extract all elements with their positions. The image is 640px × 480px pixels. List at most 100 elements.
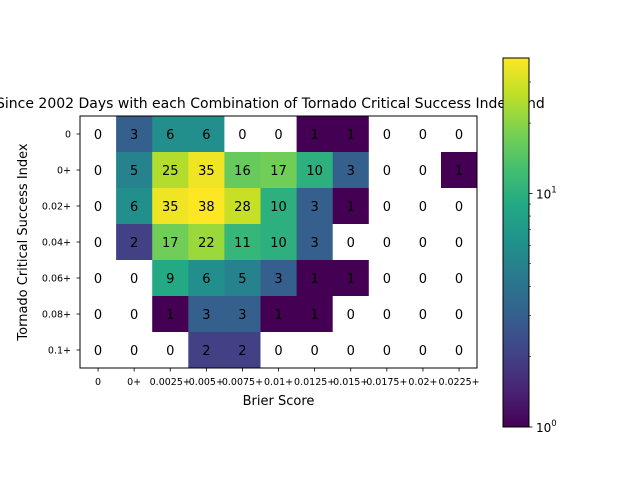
y-axis-ticks: 0 0+ 0.02+ 0.04+ 0.06+ 0.08+ 0.1+ <box>42 130 80 357</box>
heatmap-cell <box>188 224 225 261</box>
cell-value-label: 3 <box>311 200 319 215</box>
heatmap-cell <box>296 296 334 333</box>
cell-value-label: 0 <box>455 236 463 251</box>
y-tick-label: 0 <box>65 130 71 141</box>
y-tick-label: 0.04+ <box>42 238 71 249</box>
heatmap-cell <box>260 296 297 333</box>
heatmap-cell <box>404 260 442 297</box>
cell-value-label: 0 <box>383 344 391 359</box>
heatmap-cell <box>404 152 442 189</box>
heatmap-cell <box>152 296 189 333</box>
cell-value-label: 0 <box>94 200 102 215</box>
heatmap-cell <box>404 224 442 261</box>
cell-value-label: 2 <box>130 236 138 251</box>
heatmap-cell <box>404 332 442 369</box>
heatmap-cell <box>224 188 261 225</box>
heatmap-cell <box>296 116 334 153</box>
x-tick-label: 0.0025+ <box>150 377 191 388</box>
heatmap-cell <box>368 332 406 369</box>
cell-value-label: 3 <box>311 236 319 251</box>
heatmap-cell <box>80 152 117 189</box>
x-tick-label: 0 <box>95 377 101 388</box>
cell-value-label: 10 <box>270 236 287 251</box>
heatmap-cell <box>80 188 117 225</box>
heatmap-cell <box>260 260 297 297</box>
cell-value-label: 17 <box>270 164 287 179</box>
cell-value-label: 0 <box>94 344 102 359</box>
heatmap-cell <box>260 188 297 225</box>
heatmap-cell <box>296 152 334 189</box>
heatmap-cell <box>188 152 225 189</box>
heatmap-cell <box>368 224 406 261</box>
y-tick-label: 0.06+ <box>42 274 71 285</box>
heatmap-cell <box>332 116 370 153</box>
cell-value-label: 6 <box>166 128 174 143</box>
heatmap-cell <box>332 224 370 261</box>
cell-value-label: 0 <box>383 128 391 143</box>
cell-value-label: 0 <box>419 308 427 323</box>
colorbar-ticks: 100 101 <box>529 81 557 435</box>
heatmap-cell <box>152 188 189 225</box>
cell-value-label: 3 <box>347 164 355 179</box>
heatmap-cell <box>116 116 153 153</box>
heatmap-cell <box>441 188 478 225</box>
cell-value-label: 1 <box>274 308 282 323</box>
heatmap-cell <box>224 332 261 369</box>
heatmap-cell <box>441 152 478 189</box>
heatmap-cell <box>116 296 153 333</box>
heatmap-cell <box>224 116 261 153</box>
cell-value-label: 0 <box>383 200 391 215</box>
cell-value-label: 35 <box>162 200 179 215</box>
heatmap-cell <box>80 116 117 153</box>
cell-value-label: 0 <box>130 308 138 323</box>
heatmap-cell <box>332 296 370 333</box>
cell-value-label: 3 <box>130 128 138 143</box>
heatmap-cell <box>441 260 478 297</box>
cell-value-label: 0 <box>419 272 427 287</box>
cell-value-label: 0 <box>419 164 427 179</box>
y-tick-label: 0.02+ <box>42 202 71 213</box>
heatmap-cell <box>80 332 117 369</box>
y-tick-label: 0+ <box>57 166 71 177</box>
heatmap-cell <box>152 260 189 297</box>
cell-value-label: 0 <box>94 308 102 323</box>
heatmap-cell <box>296 332 334 369</box>
heatmap-cell <box>116 188 153 225</box>
x-tick-label: 0.005+ <box>189 377 224 388</box>
heatmap-cell <box>152 224 189 261</box>
heatmap-cell <box>224 152 261 189</box>
chart-title: Since 2002 Days with each Combination of… <box>0 96 545 112</box>
cell-value-label: 17 <box>162 236 179 251</box>
heatmap-cell <box>116 332 153 369</box>
heatmap-cell <box>260 332 297 369</box>
heatmap-cell <box>80 260 117 297</box>
heatmap-cell <box>260 152 297 189</box>
heatmap-cell <box>116 224 153 261</box>
heatmap-cell <box>332 152 370 189</box>
heatmap-cell <box>332 188 370 225</box>
heatmap-cell <box>224 224 261 261</box>
cell-value-label: 1 <box>311 272 319 287</box>
colorbar-tick-label: 101 <box>536 185 557 201</box>
heatmap-cell <box>260 224 297 261</box>
cell-value-label: 6 <box>202 128 210 143</box>
heatmap-cell-labels: 0 3 6 6 0 0 1 1 0 0 00 5 25 35 16 17 10 3 0 0 10 6 35 38 28 10 3 1 0… <box>94 128 463 359</box>
heatmap-cell <box>441 332 478 369</box>
heatmap-cell <box>188 332 225 369</box>
colorbar <box>502 57 530 428</box>
heatmap-cell <box>188 296 225 333</box>
cell-value-label: 0 <box>419 200 427 215</box>
heatmap-cell <box>404 296 442 333</box>
heatmap-cell <box>368 260 406 297</box>
cell-value-label: 0 <box>94 236 102 251</box>
cell-value-label: 28 <box>234 200 251 215</box>
cell-value-label: 0 <box>383 272 391 287</box>
cell-value-label: 0 <box>419 236 427 251</box>
cell-value-label: 25 <box>162 164 179 179</box>
heatmap-cell <box>152 152 189 189</box>
cell-value-label: 1 <box>311 128 319 143</box>
cell-value-label: 0 <box>274 128 282 143</box>
heatmap-cell <box>116 152 153 189</box>
heatmap-cell <box>368 116 406 153</box>
